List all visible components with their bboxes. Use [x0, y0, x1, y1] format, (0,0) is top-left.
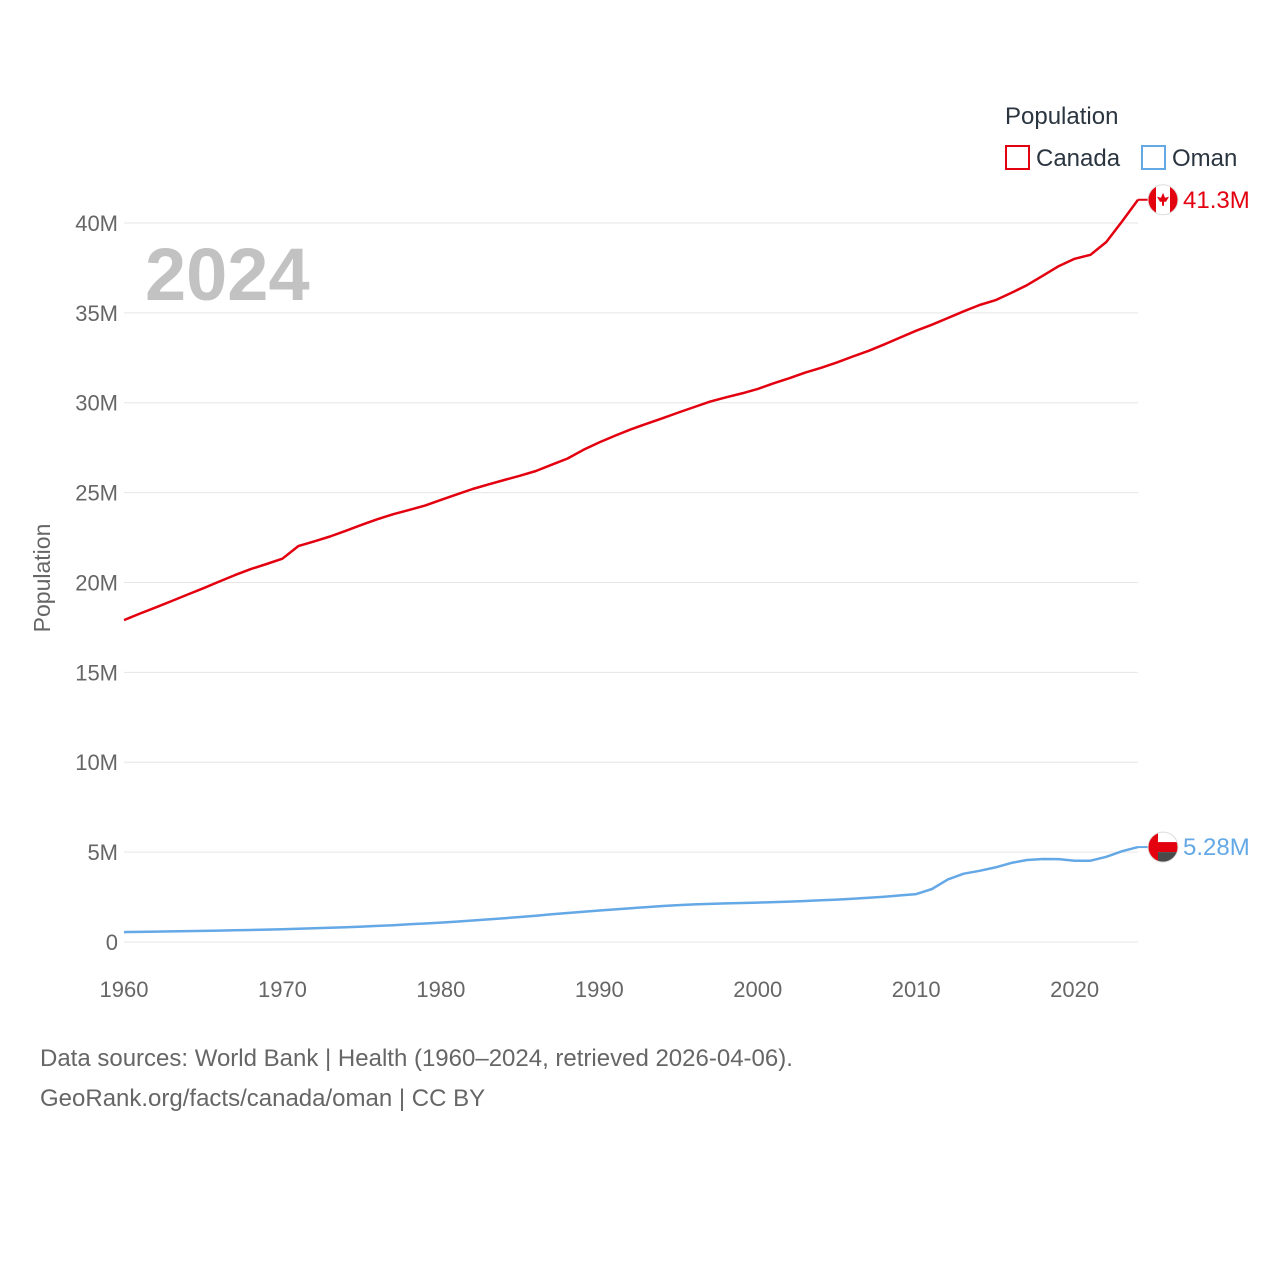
y-tick-label: 20M — [75, 570, 118, 595]
legend: Population Canada Oman — [1005, 103, 1237, 172]
y-axis-title: Population — [29, 524, 55, 633]
y-tick-label: 15M — [75, 660, 118, 685]
legend-label-oman: Oman — [1172, 145, 1237, 172]
x-tick-label: 1990 — [575, 977, 624, 1002]
year-label: 2024 — [145, 233, 310, 316]
y-tick-label: 25M — [75, 481, 118, 506]
x-tick-label: 1980 — [416, 977, 465, 1002]
series-lines — [123, 199, 1140, 934]
y-tick-label: 0 — [106, 930, 118, 955]
end-marker-oman: 5.28M — [1138, 831, 1250, 863]
end-value-label-oman: 5.28M — [1183, 834, 1250, 861]
data-source-note: Data sources: World Bank | Health (1960–… — [40, 1045, 793, 1072]
attribution-link[interactable]: GeoRank.org/facts/canada/oman | CC BY — [40, 1085, 486, 1112]
x-axis: 1960 1970 1980 1990 2000 2010 2020 — [100, 977, 1100, 1002]
end-value-label-canada: 41.3M — [1183, 187, 1250, 214]
x-tick-label: 1970 — [258, 977, 307, 1002]
legend-label-canada: Canada — [1036, 145, 1121, 172]
y-axis: 0 5M 10M 15M 20M 25M 30M 35M 40M — [75, 211, 118, 955]
y-tick-label: 5M — [87, 840, 118, 865]
series-line-oman[interactable] — [123, 845, 1139, 934]
y-tick-label: 40M — [75, 211, 118, 236]
legend-swatch-canada — [1005, 145, 1030, 170]
legend-title: Population — [1005, 103, 1118, 130]
x-tick-label: 2020 — [1050, 977, 1099, 1002]
gridlines — [124, 222, 1138, 943]
x-tick-label: 2000 — [733, 977, 782, 1002]
y-tick-label: 35M — [75, 301, 118, 326]
series-line-canada[interactable] — [123, 199, 1140, 622]
oman-flag-icon — [1147, 831, 1179, 863]
canada-flag-icon — [1147, 184, 1179, 216]
x-tick-label: 1960 — [100, 977, 149, 1002]
x-tick-label: 2010 — [892, 977, 941, 1002]
y-tick-label: 10M — [75, 750, 118, 775]
legend-swatch-oman — [1141, 145, 1166, 170]
legend-item-canada[interactable]: Canada — [1005, 145, 1121, 172]
y-tick-label: 30M — [75, 391, 118, 416]
legend-item-oman[interactable]: Oman — [1141, 145, 1237, 172]
series-end-markers: 41.3M 5.28M — [1138, 184, 1250, 863]
end-marker-canada: 41.3M — [1138, 184, 1250, 216]
